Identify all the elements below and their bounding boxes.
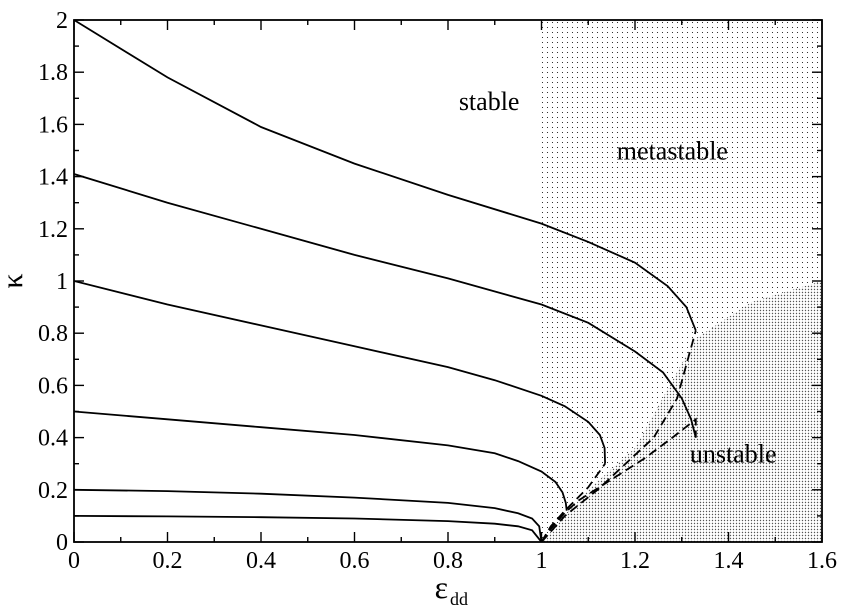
x-tick-label: 0.2 xyxy=(153,548,183,574)
y-axis: 0 0.2 0.4 0.6 0.8 1 1.2 1.4 1.6 1.8 2 xyxy=(38,8,822,556)
y-axis-label: κ xyxy=(0,273,29,288)
y-tick-label: 1.4 xyxy=(38,165,68,191)
y-tick-label: 0.2 xyxy=(38,478,68,504)
y-tick-label: 0.8 xyxy=(38,321,68,347)
y-tick-label: 0.6 xyxy=(38,373,68,399)
y-tick-label: 1.6 xyxy=(38,112,68,138)
solid-curve-5 xyxy=(74,20,697,331)
x-tick-label: 0 xyxy=(68,548,80,574)
phase-regions xyxy=(541,20,822,542)
x-tick-label: 1.2 xyxy=(620,548,650,574)
region-label-unstable: unstable xyxy=(690,439,777,468)
solid-curve-3 xyxy=(74,280,606,464)
x-tick-label: 0.8 xyxy=(433,548,463,574)
solid-curve-4 xyxy=(74,173,697,438)
solid-curve-2 xyxy=(74,410,568,511)
y-tick-label: 1.2 xyxy=(38,217,68,243)
x-axis: 0 0.2 0.4 0.6 0.8 1 1.2 1.4 1.6 xyxy=(68,20,837,574)
y-tick-label: 1.8 xyxy=(38,60,68,86)
solid-curve-0 xyxy=(74,515,543,542)
region-label-stable: stable xyxy=(459,87,520,116)
y-tick-label: 2 xyxy=(56,8,68,34)
unstable-region xyxy=(541,281,822,542)
dashed-curve-8 xyxy=(540,417,697,542)
dashed-curve-9 xyxy=(540,330,697,542)
y-tick-label: 0.4 xyxy=(38,426,68,452)
x-tick-label: 0.6 xyxy=(340,548,370,574)
x-tick-label: 0.4 xyxy=(246,548,276,574)
curves xyxy=(74,20,697,542)
x-tick-label: 1.6 xyxy=(807,548,837,574)
x-axis-label-subscript: dd xyxy=(450,589,468,609)
x-tick-label: 1.4 xyxy=(714,548,744,574)
region-label-metastable: metastable xyxy=(617,137,728,166)
x-tick-label: 1 xyxy=(536,548,548,574)
y-tick-label: 0 xyxy=(56,530,68,556)
solid-curve-1 xyxy=(74,488,543,542)
y-tick-label: 1 xyxy=(56,269,68,295)
x-axis-label: ε xyxy=(435,569,448,605)
